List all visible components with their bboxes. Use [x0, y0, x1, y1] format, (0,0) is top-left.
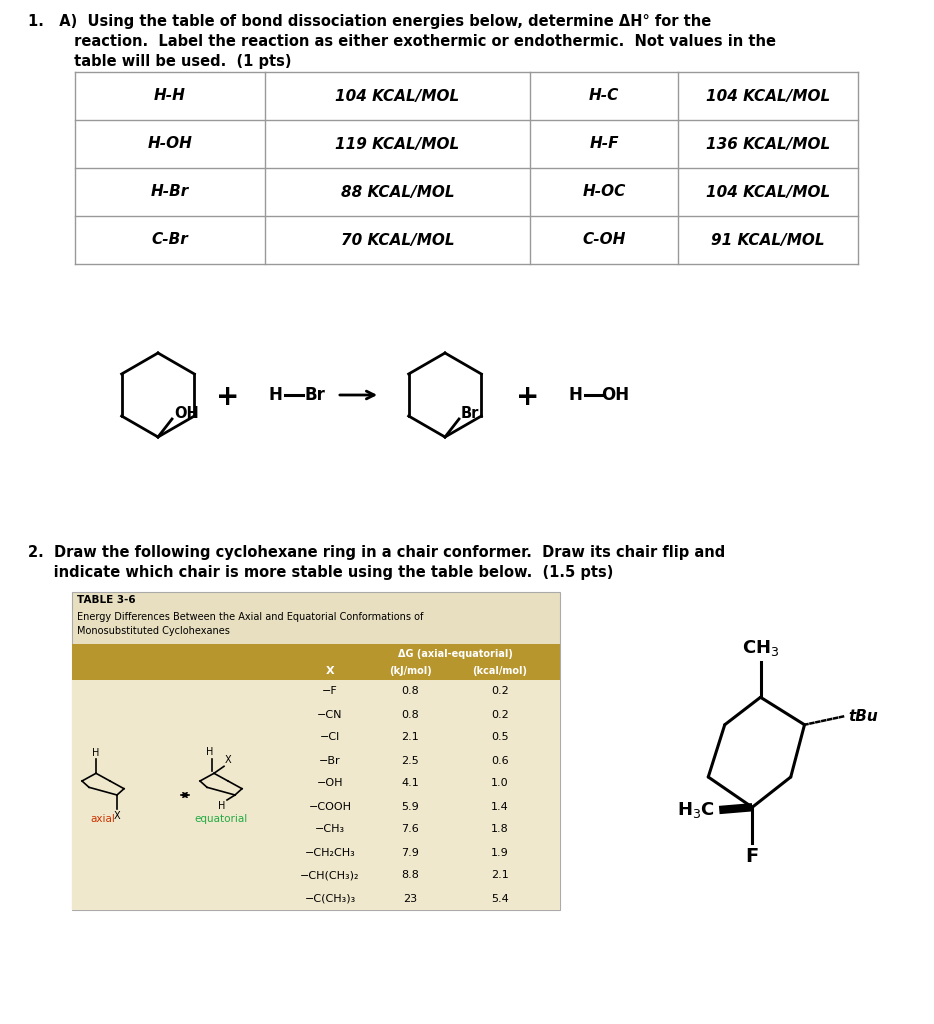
- Bar: [72, 644, 560, 680]
- Bar: [72, 749, 560, 772]
- Text: 7.6: 7.6: [401, 824, 418, 835]
- Text: 0.6: 0.6: [491, 756, 509, 766]
- Text: C-OH: C-OH: [582, 232, 626, 248]
- Text: H: H: [268, 386, 282, 404]
- Text: 2.  Draw the following cyclohexane ring in a chair conformer.  Draw its chair fl: 2. Draw the following cyclohexane ring i…: [28, 545, 725, 560]
- Text: −Cl: −Cl: [319, 732, 340, 742]
- Text: Br: Br: [461, 406, 479, 421]
- Text: 8.8: 8.8: [401, 870, 419, 881]
- Text: (kcal/mol): (kcal/mol): [473, 666, 528, 676]
- Text: +: +: [517, 383, 540, 411]
- Bar: [72, 726, 560, 749]
- Text: H$_3$C: H$_3$C: [677, 800, 715, 820]
- Text: 4.1: 4.1: [401, 778, 418, 788]
- Bar: [72, 680, 560, 703]
- Text: 1.0: 1.0: [491, 778, 509, 788]
- Text: H-OC: H-OC: [582, 184, 626, 200]
- Text: H-Br: H-Br: [151, 184, 189, 200]
- Text: 104 KCAL/MOL: 104 KCAL/MOL: [706, 184, 830, 200]
- Text: 0.8: 0.8: [401, 686, 418, 696]
- Text: 70 KCAL/MOL: 70 KCAL/MOL: [341, 232, 454, 248]
- Bar: [72, 841, 560, 864]
- Text: 2.1: 2.1: [491, 870, 509, 881]
- Text: H: H: [92, 749, 100, 759]
- Text: tBu: tBu: [848, 709, 878, 724]
- Bar: [72, 703, 560, 726]
- Text: 0.2: 0.2: [491, 710, 509, 720]
- Text: 136 KCAL/MOL: 136 KCAL/MOL: [706, 136, 830, 152]
- Text: equatorial: equatorial: [194, 814, 248, 824]
- Text: H-H: H-H: [154, 88, 186, 103]
- Text: 7.9: 7.9: [401, 848, 419, 857]
- Text: axial: axial: [91, 814, 116, 824]
- Text: 2.1: 2.1: [401, 732, 418, 742]
- Text: (kJ/mol): (kJ/mol): [389, 666, 432, 676]
- Text: −CH₃: −CH₃: [315, 824, 345, 835]
- Text: table will be used.  (1 pts): table will be used. (1 pts): [28, 54, 291, 69]
- Text: +: +: [217, 383, 240, 411]
- Text: −CH₂CH₃: −CH₂CH₃: [304, 848, 355, 857]
- Text: 91 KCAL/MOL: 91 KCAL/MOL: [711, 232, 825, 248]
- Text: 0.5: 0.5: [491, 732, 509, 742]
- Text: indicate which chair is more stable using the table below.  (1.5 pts): indicate which chair is more stable usin…: [28, 565, 614, 580]
- Text: H: H: [568, 386, 582, 404]
- Text: Monosubstituted Cyclohexanes: Monosubstituted Cyclohexanes: [77, 626, 230, 636]
- Text: 1.   A)  Using the table of bond dissociation energies below, determine ΔH° for : 1. A) Using the table of bond dissociati…: [28, 14, 712, 29]
- Text: 104 KCAL/MOL: 104 KCAL/MOL: [335, 88, 460, 103]
- Text: Br: Br: [304, 386, 325, 404]
- Text: 104 KCAL/MOL: 104 KCAL/MOL: [706, 88, 830, 103]
- Text: X: X: [326, 666, 334, 676]
- Text: −F: −F: [322, 686, 338, 696]
- Text: X: X: [114, 811, 120, 821]
- Text: 5.4: 5.4: [491, 894, 509, 903]
- Text: −C(CH₃)₃: −C(CH₃)₃: [304, 894, 356, 903]
- Text: 0.8: 0.8: [401, 710, 418, 720]
- Text: C-Br: C-Br: [151, 232, 189, 248]
- Text: reaction.  Label the reaction as either exothermic or endothermic.  Not values i: reaction. Label the reaction as either e…: [28, 34, 776, 49]
- Text: H: H: [206, 748, 214, 758]
- Bar: [72, 864, 560, 887]
- Text: 119 KCAL/MOL: 119 KCAL/MOL: [335, 136, 460, 152]
- Bar: [72, 818, 560, 841]
- Text: 2.5: 2.5: [401, 756, 418, 766]
- Text: 1.8: 1.8: [491, 824, 509, 835]
- Bar: [72, 772, 560, 795]
- Bar: [72, 592, 560, 910]
- Text: ΔG (axial-equatorial): ΔG (axial-equatorial): [398, 649, 513, 659]
- Text: −OH: −OH: [317, 778, 344, 788]
- Text: 5.9: 5.9: [401, 802, 418, 811]
- Text: H-C: H-C: [588, 88, 619, 103]
- Text: H-F: H-F: [589, 136, 618, 152]
- Text: TABLE 3-6: TABLE 3-6: [77, 595, 135, 605]
- Text: OH: OH: [174, 406, 199, 421]
- Text: CH$_3$: CH$_3$: [742, 638, 779, 657]
- Text: −COOH: −COOH: [308, 802, 351, 811]
- Text: 0.2: 0.2: [491, 686, 509, 696]
- Text: H-OH: H-OH: [148, 136, 192, 152]
- Text: −CH(CH₃)₂: −CH(CH₃)₂: [300, 870, 360, 881]
- Text: 88 KCAL/MOL: 88 KCAL/MOL: [341, 184, 454, 200]
- Text: −Br: −Br: [319, 756, 341, 766]
- Text: 1.9: 1.9: [491, 848, 509, 857]
- Bar: [72, 887, 560, 910]
- Text: 23: 23: [403, 894, 417, 903]
- Text: F: F: [745, 847, 758, 866]
- Text: Energy Differences Between the Axial and Equatorial Conformations of: Energy Differences Between the Axial and…: [77, 612, 423, 622]
- Text: −CN: −CN: [318, 710, 343, 720]
- Text: 1.4: 1.4: [491, 802, 509, 811]
- Text: X: X: [225, 756, 232, 765]
- Text: OH: OH: [601, 386, 630, 404]
- Text: H: H: [218, 801, 225, 811]
- Bar: [72, 795, 560, 818]
